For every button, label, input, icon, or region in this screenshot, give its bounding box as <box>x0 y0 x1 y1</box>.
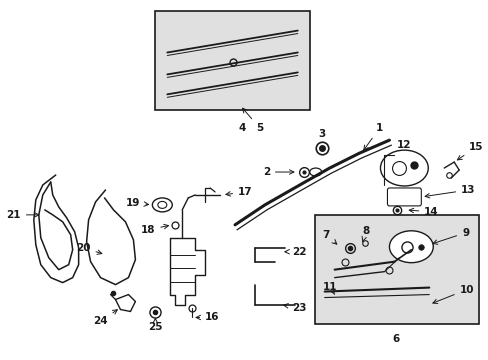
Text: 19: 19 <box>126 198 148 208</box>
Text: 4: 4 <box>238 123 245 133</box>
Text: 16: 16 <box>196 312 219 323</box>
Text: 3: 3 <box>317 129 325 139</box>
Text: 13: 13 <box>424 185 475 198</box>
Text: 5: 5 <box>242 108 263 133</box>
Text: 11: 11 <box>322 282 337 294</box>
Bar <box>155 11 309 110</box>
Text: 10: 10 <box>432 284 473 303</box>
Text: 25: 25 <box>148 319 163 332</box>
Text: 20: 20 <box>76 243 102 254</box>
Text: 9: 9 <box>432 228 468 244</box>
Text: 1: 1 <box>363 123 382 150</box>
Text: 15: 15 <box>456 142 483 160</box>
Text: 21: 21 <box>6 210 39 220</box>
Text: 24: 24 <box>93 310 117 327</box>
Text: 7: 7 <box>322 230 336 244</box>
Ellipse shape <box>309 168 321 176</box>
Bar <box>314 215 478 324</box>
Text: 14: 14 <box>408 207 438 217</box>
Text: 12: 12 <box>396 140 411 150</box>
Ellipse shape <box>388 231 432 263</box>
FancyBboxPatch shape <box>386 188 421 206</box>
Ellipse shape <box>152 198 172 212</box>
Ellipse shape <box>380 150 427 186</box>
Text: 17: 17 <box>225 187 252 197</box>
Text: 23: 23 <box>283 302 305 312</box>
Text: 18: 18 <box>141 224 168 235</box>
Text: 2: 2 <box>262 167 293 177</box>
Ellipse shape <box>158 201 166 208</box>
Text: 22: 22 <box>285 247 305 257</box>
Text: 8: 8 <box>361 226 369 242</box>
Text: 6: 6 <box>392 334 399 345</box>
